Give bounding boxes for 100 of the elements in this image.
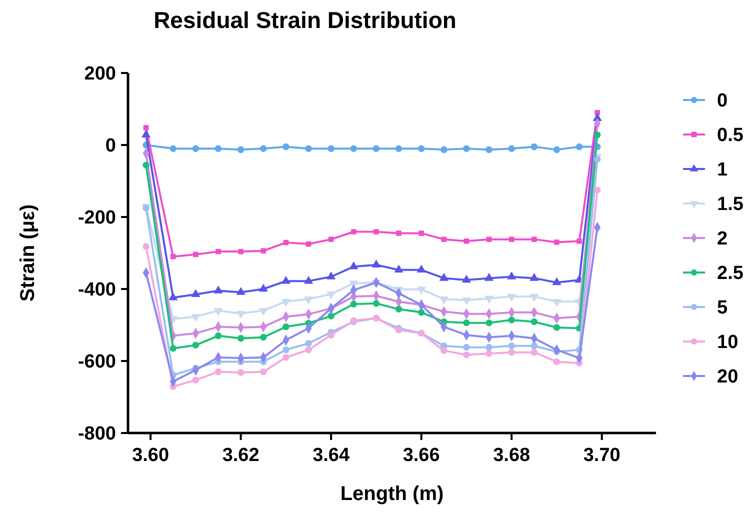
point [305, 145, 312, 152]
point [304, 276, 314, 284]
point [192, 145, 200, 152]
point [191, 289, 200, 298]
point [553, 146, 560, 154]
point [260, 145, 267, 152]
point [530, 294, 539, 302]
point [260, 368, 267, 376]
point [372, 145, 380, 152]
point [484, 272, 494, 281]
legend-label: 20 [717, 366, 738, 388]
point [328, 312, 334, 320]
x-axis-title: Length (m) [340, 483, 444, 505]
point [328, 332, 334, 338]
point [260, 334, 267, 341]
point [440, 146, 448, 154]
point [350, 229, 356, 234]
point [143, 125, 149, 130]
point [237, 146, 244, 154]
point [214, 368, 222, 376]
point [170, 345, 177, 352]
y-tick-label: 200 [84, 64, 116, 85]
point [594, 156, 601, 163]
point [238, 248, 244, 254]
point [418, 309, 425, 316]
point [441, 236, 447, 242]
y-tick-label: -200 [78, 208, 116, 229]
point [530, 272, 539, 281]
legend-label: 2 [717, 228, 728, 250]
point [141, 130, 151, 138]
point [237, 334, 244, 342]
point [394, 264, 404, 273]
point [439, 272, 448, 281]
point [372, 260, 381, 268]
legend-label: 0 [717, 90, 728, 112]
point [462, 274, 472, 283]
point [258, 308, 268, 316]
point [216, 248, 221, 254]
point [236, 286, 246, 295]
point [282, 143, 290, 150]
legend-label: 0.5 [717, 125, 744, 146]
point [576, 143, 583, 150]
point [170, 254, 176, 260]
point [260, 248, 266, 254]
point [328, 145, 334, 152]
legend-label: 10 [717, 332, 738, 354]
point [281, 298, 291, 307]
point [214, 308, 223, 316]
point [464, 238, 470, 244]
point [328, 236, 334, 242]
point [142, 162, 150, 169]
point [463, 344, 470, 351]
point [463, 319, 470, 326]
point [508, 316, 515, 324]
point [486, 344, 492, 351]
point [237, 369, 244, 376]
x-tick-label: 3.66 [402, 445, 440, 466]
x-tick-label: 3.62 [222, 445, 260, 466]
point [530, 348, 538, 356]
point [214, 145, 222, 152]
x-tick-label: 3.70 [583, 445, 620, 466]
point [594, 186, 601, 194]
point [508, 348, 515, 356]
point [236, 310, 246, 319]
y-tick-label: 0 [105, 136, 116, 157]
legend-label: 2.5 [717, 263, 744, 284]
x-tick-label: 3.68 [493, 445, 530, 466]
point [168, 292, 178, 300]
point [372, 300, 380, 307]
point [552, 277, 562, 286]
point [484, 296, 494, 304]
legend-label: 1 [717, 160, 728, 181]
point [191, 314, 200, 322]
point [192, 376, 200, 384]
point [418, 230, 424, 236]
point [486, 146, 492, 154]
point [282, 346, 290, 354]
point [305, 340, 312, 347]
point [486, 236, 492, 242]
point [440, 347, 448, 354]
point [170, 145, 177, 152]
point [395, 306, 402, 313]
point [193, 252, 198, 258]
point [553, 358, 560, 366]
y-tick-label: -800 [78, 424, 116, 445]
y-tick-label: -400 [78, 280, 116, 301]
point [552, 298, 562, 307]
point [214, 332, 222, 340]
point [214, 286, 223, 294]
legend-label: 5 [717, 298, 728, 319]
point [416, 264, 426, 273]
point [396, 230, 402, 236]
point [554, 240, 560, 245]
point [530, 143, 538, 150]
legend-label: 1.5 [717, 194, 744, 216]
point [463, 145, 470, 152]
point [594, 132, 601, 138]
point [530, 342, 538, 350]
point [486, 350, 492, 357]
point [416, 286, 426, 295]
